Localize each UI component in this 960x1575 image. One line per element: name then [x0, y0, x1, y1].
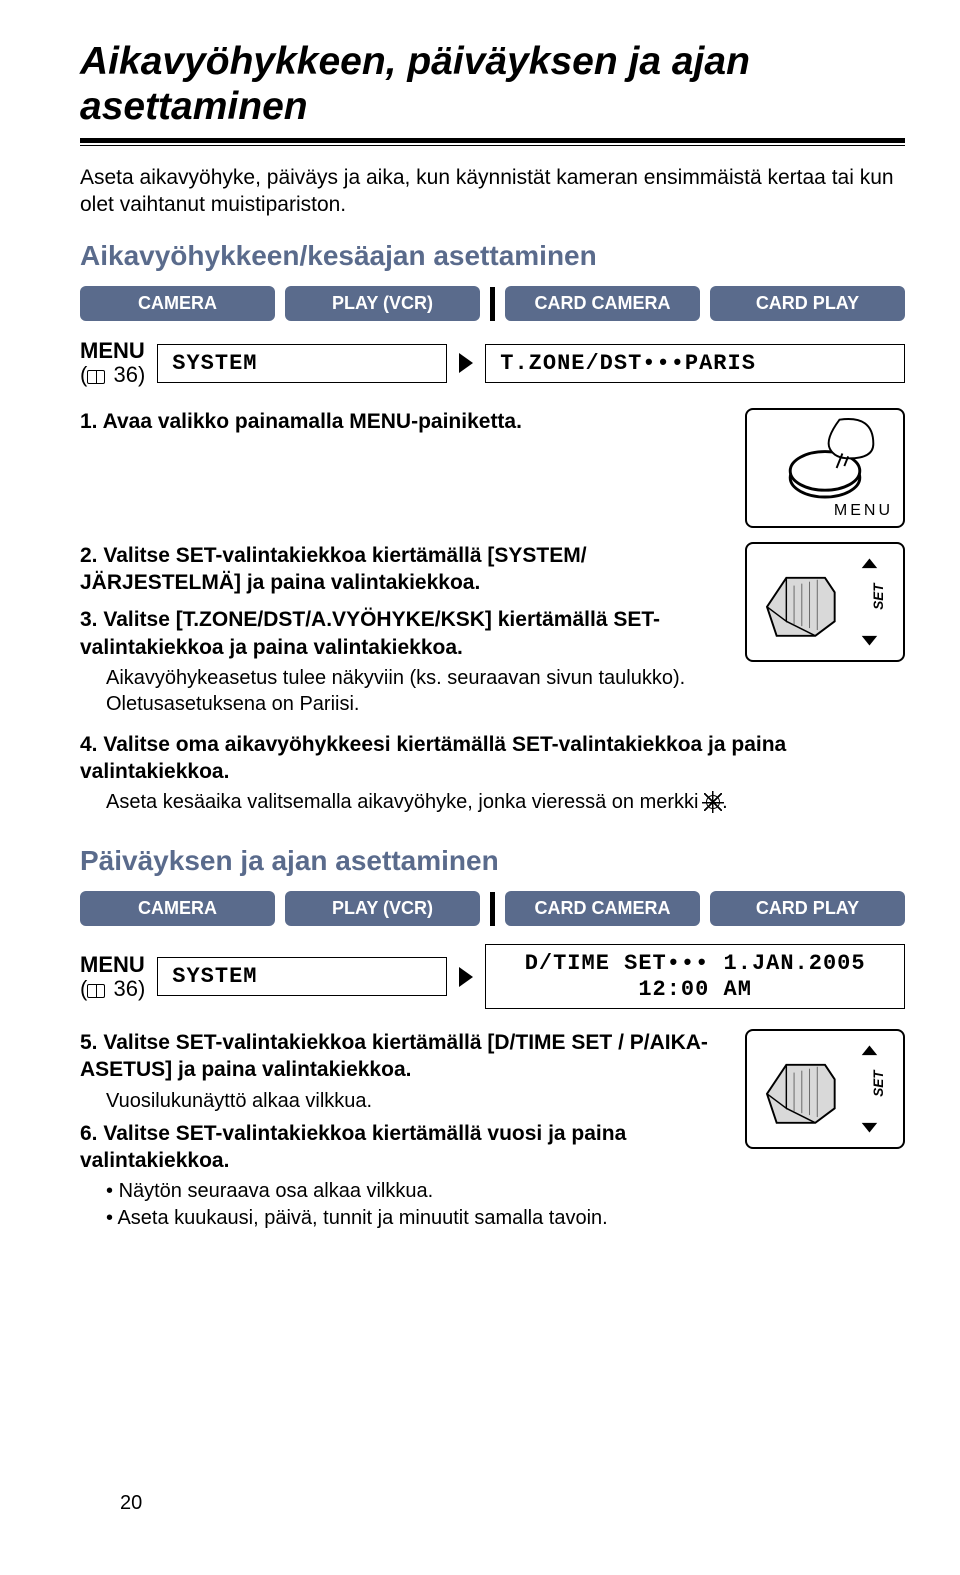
mode-card-camera: CARD CAMERA	[505, 286, 700, 321]
system-box-1: SYSTEM	[157, 344, 447, 383]
step-5: 5. Valitse SET-valintakiekkoa kiertämäll…	[80, 1029, 725, 1084]
step-1: 1. Avaa valikko painamalla MENU-painiket…	[80, 408, 725, 435]
step-4-sub: Aseta kesäaika valitsemalla aikavyöhyke,…	[106, 789, 905, 815]
step-4: 4. Valitse oma aikavyöhykkeesi kiertämäl…	[80, 731, 905, 786]
set-dial-illustration-1: SET	[745, 542, 905, 662]
step-6-b2: Aseta kuukausi, päivä, tunnit ja minuuti…	[106, 1205, 725, 1232]
illus-menu-label: MENU	[834, 502, 893, 520]
mode-separator	[490, 287, 495, 321]
section1-heading: Aikavyöhykkeen/kesäajan asettaminen	[80, 240, 905, 272]
mode-play-vcr: PLAY (VCR)	[285, 286, 480, 321]
page: Aikavyöhykkeen, päiväyksen ja ajan asett…	[80, 40, 905, 1535]
step-5-6-row: 5. Valitse SET-valintakiekkoa kiertämäll…	[80, 1029, 905, 1232]
svg-text:SET: SET	[871, 581, 886, 609]
menu-word: MENU	[80, 338, 145, 363]
menu-ref-1: MENU ( 36)	[80, 339, 145, 387]
menu-path-row-2: MENU ( 36) SYSTEM D/TIME SET••• 1.JAN.20…	[80, 944, 905, 1009]
mode-row-1: CAMERA PLAY (VCR) CARD CAMERA CARD PLAY	[80, 286, 905, 321]
setting-box-2: D/TIME SET••• 1.JAN.2005 12:00 AM	[485, 944, 905, 1009]
mode-camera-2: CAMERA	[80, 891, 275, 926]
menu-page-ref: 36	[113, 362, 137, 387]
step-4-block: 4. Valitse oma aikavyöhykkeesi kiertämäl…	[80, 731, 905, 816]
setting-line1: D/TIME SET••• 1.JAN.2005	[500, 951, 890, 976]
menu-word-2: MENU	[80, 952, 145, 977]
page-number: 20	[120, 1492, 142, 1515]
step-4-sub-text: Aseta kesäaika valitsemalla aikavyöhyke,…	[106, 791, 699, 813]
mode-row-2: CAMERA PLAY (VCR) CARD CAMERA CARD PLAY	[80, 891, 905, 926]
title-rule-thin	[80, 145, 905, 146]
system-box-2: SYSTEM	[157, 957, 447, 996]
mode-separator-2	[490, 892, 495, 926]
page-title: Aikavyöhykkeen, päiväyksen ja ajan asett…	[80, 40, 905, 130]
mode-card-camera-2: CARD CAMERA	[505, 891, 700, 926]
step-2: 2. Valitse SET-valintakiekkoa kiertämäll…	[80, 542, 725, 597]
svg-text:SET: SET	[871, 1069, 886, 1097]
mode-play-vcr-2: PLAY (VCR)	[285, 891, 480, 926]
step-3-sub: Aikavyöhykeasetus tulee näkyviin (ks. se…	[106, 665, 725, 717]
menu-path-row-1: MENU ( 36) SYSTEM T.ZONE/DST•••PARIS	[80, 339, 905, 387]
step-3: 3. Valitse [T.ZONE/DST/A.VYÖHYKE/KSK] ki…	[80, 606, 725, 661]
arrow-icon-2	[459, 967, 473, 987]
step-1-row: 1. Avaa valikko painamalla MENU-painiket…	[80, 408, 905, 528]
mode-card-play: CARD PLAY	[710, 286, 905, 321]
menu-ref-2: MENU ( 36)	[80, 953, 145, 1001]
step-6: 6. Valitse SET-valintakiekkoa kiertämäll…	[80, 1120, 725, 1175]
intro-text: Aseta aikavyöhyke, päiväys ja aika, kun …	[80, 164, 905, 219]
step-6-b1: Näytön seuraava osa alkaa vilkkua.	[106, 1178, 725, 1205]
setting-line2: 12:00 AM	[500, 977, 890, 1002]
sun-icon	[706, 795, 720, 809]
arrow-icon	[459, 353, 473, 373]
title-rule-thick	[80, 138, 905, 143]
mode-card-play-2: CARD PLAY	[710, 891, 905, 926]
section2-heading: Päiväyksen ja ajan asettaminen	[80, 845, 905, 877]
step-6-bullets: Näytön seuraava osa alkaa vilkkua. Aseta…	[106, 1178, 725, 1232]
menu-button-illustration: MENU	[745, 408, 905, 528]
menu-page-ref-2: 36	[113, 976, 137, 1001]
setting-box-1: T.ZONE/DST•••PARIS	[485, 344, 905, 383]
step-2-3-row: 2. Valitse SET-valintakiekkoa kiertämäll…	[80, 542, 905, 717]
book-icon-2	[87, 984, 105, 998]
book-icon	[87, 370, 105, 384]
set-dial-illustration-2: SET	[745, 1029, 905, 1149]
step-5-sub: Vuosilukunäyttö alkaa vilkkua.	[106, 1088, 725, 1114]
mode-camera: CAMERA	[80, 286, 275, 321]
